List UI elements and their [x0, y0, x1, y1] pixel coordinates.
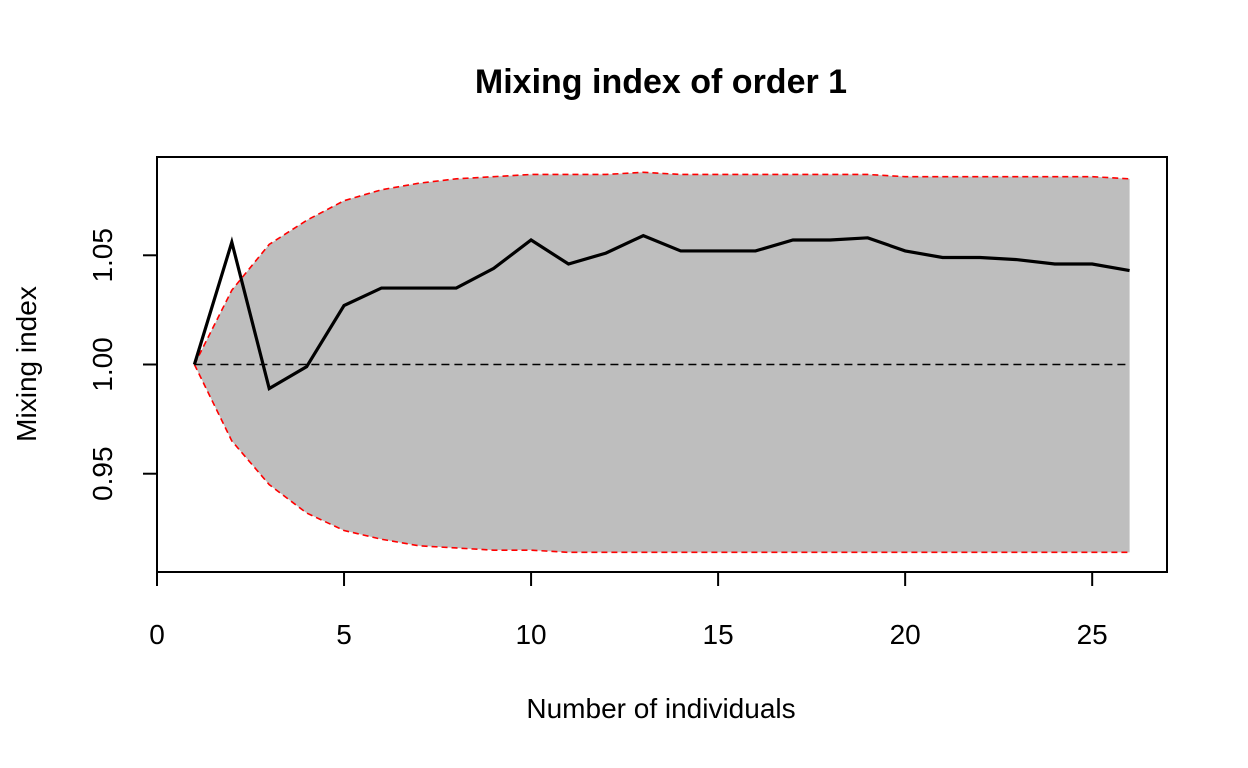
- x-tick-label: 5: [336, 619, 352, 650]
- x-tick-label: 25: [1077, 619, 1108, 650]
- plot-area: [192, 171, 1130, 554]
- x-tick-label: 0: [149, 619, 165, 650]
- y-axis: 0.95 1.00 1.05: [87, 228, 158, 501]
- x-tick-label: 15: [703, 619, 734, 650]
- y-axis-label: Mixing index: [11, 286, 42, 442]
- envelope-area: [194, 172, 1130, 553]
- chart-title: Mixing index of order 1: [475, 63, 847, 101]
- envelope-lower-line: [193, 364, 1130, 554]
- x-tick-label: 20: [890, 619, 921, 650]
- y-tick-label: 0.95: [87, 446, 118, 501]
- envelope-upper-line: [193, 171, 1130, 365]
- x-tick-label: 10: [515, 619, 546, 650]
- x-axis-label: Number of individuals: [526, 693, 795, 724]
- y-tick-label: 1.05: [87, 228, 118, 283]
- y-tick-label: 1.00: [87, 337, 118, 392]
- x-axis: 0 5 10 15 20 25: [149, 571, 1108, 650]
- series-line: [192, 233, 1130, 391]
